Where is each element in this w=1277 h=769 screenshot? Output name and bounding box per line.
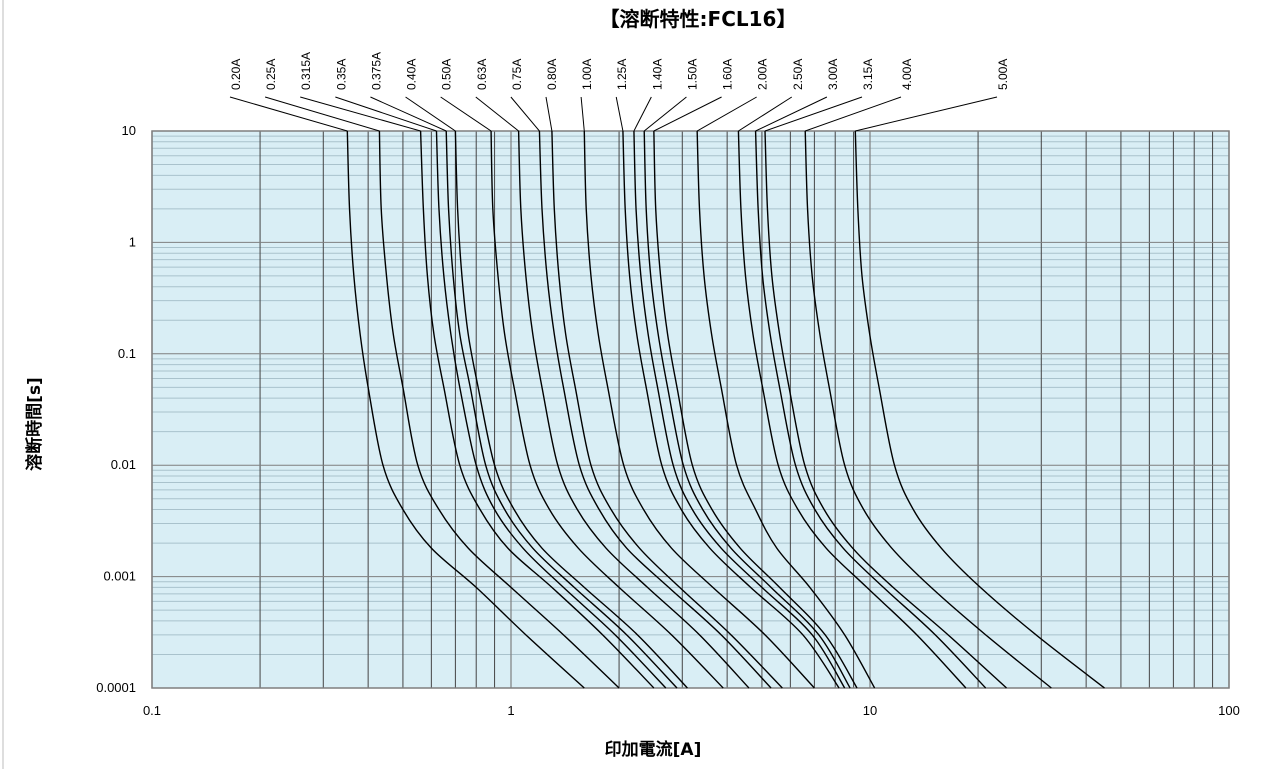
series-curve-1.25A	[622, 130, 840, 689]
series-label: 3.15A	[861, 59, 875, 90]
plot-frame	[151, 130, 1230, 689]
series-curve-3.00A	[754, 130, 987, 689]
series-curve-5.00A	[854, 130, 1105, 689]
series-leader-line	[764, 96, 863, 132]
series-leader-line	[755, 96, 828, 132]
series-curve-1.40A	[633, 130, 846, 689]
series-label: 2.00A	[756, 59, 770, 90]
series-label: 0.40A	[405, 59, 419, 90]
series-label: 1.00A	[580, 59, 594, 90]
y-tick-label: 10	[122, 123, 136, 138]
y-tick-label: 0.01	[111, 457, 136, 472]
series-label: 0.20A	[229, 59, 243, 90]
series-label: 5.00A	[996, 59, 1010, 90]
series-label: 0.75A	[510, 59, 524, 90]
series-label: 0.35A	[334, 59, 348, 90]
y-axis-label: 溶断時間[s]	[24, 377, 45, 471]
series-leader-line	[405, 96, 456, 132]
series-curve-0.25A	[378, 130, 620, 689]
series-leader-line	[615, 96, 624, 132]
plot-background	[152, 131, 1229, 688]
series-label: 1.25A	[615, 59, 629, 90]
series-leader-line	[370, 96, 447, 132]
series-label: 1.60A	[721, 59, 735, 90]
series-curve-0.40A	[454, 130, 688, 689]
series-curve-0.315A	[419, 130, 655, 689]
series-leader-line	[335, 96, 437, 132]
y-tick-label: 1	[129, 234, 136, 249]
series-label: 1.50A	[685, 59, 699, 90]
series-curve-1.50A	[643, 130, 851, 689]
series-curve-0.50A	[490, 130, 724, 689]
series-curve-3.15A	[764, 130, 1007, 689]
y-tick-label: 0.001	[103, 569, 136, 584]
series-leader-line	[440, 96, 492, 132]
series-leader-line	[855, 96, 998, 132]
series-curve-0.35A	[435, 130, 667, 689]
x-tick-label: 1	[507, 703, 514, 718]
series-leader-line	[580, 96, 585, 132]
series-label: 4.00A	[900, 59, 914, 90]
series-leader-line	[510, 96, 540, 132]
series-label: 2.50A	[791, 59, 805, 90]
series-leader-line	[545, 96, 553, 132]
tick-label-group: 0.0001 0.001 0.01 0.1 1 10 0.1 1 10 100	[96, 123, 1240, 718]
series-curve-0.80A	[551, 130, 783, 689]
series-curve-1.60A	[653, 130, 858, 689]
y-tick-label: 0.0001	[96, 680, 136, 695]
series-leader-line	[738, 96, 793, 132]
series-curve-2.00A	[696, 130, 876, 689]
series-leader-line	[264, 96, 380, 132]
series-curve-0.20A	[346, 130, 585, 689]
series-label-group: 0.20A 0.25A 0.315A 0.35A 0.375A 0.40A 0.50A 0.6…	[229, 52, 1010, 132]
x-axis-label: 印加電流[A]	[605, 739, 702, 760]
x-tick-label: 100	[1218, 703, 1240, 718]
x-tick-label: 10	[863, 703, 877, 718]
series-label: 3.00A	[826, 59, 840, 90]
series-leader-line	[805, 96, 902, 132]
series-label: 0.375A	[369, 52, 383, 90]
series-label: 0.25A	[264, 59, 278, 90]
series-curve-0.63A	[517, 130, 750, 689]
series-label: 0.315A	[299, 52, 313, 90]
series-label: 0.80A	[545, 59, 559, 90]
series-curve-2.50A	[737, 130, 967, 689]
series-leader-line	[229, 96, 348, 132]
plot-area	[2, 0, 1230, 769]
x-tick-label: 0.1	[143, 703, 161, 718]
series-leader-line	[475, 96, 519, 132]
series-curve-0.75A	[538, 130, 772, 689]
series-curve-0.375A	[445, 130, 678, 689]
series-label: 0.63A	[475, 59, 489, 90]
chart-title: 【溶断特性:FCL16】	[600, 7, 797, 31]
series-label: 1.40A	[650, 59, 664, 90]
series-leader-line	[300, 96, 421, 132]
series-leader-line	[653, 96, 722, 132]
series-leader-line	[643, 96, 687, 132]
series-leader-line	[696, 96, 757, 132]
y-tick-label: 0.1	[118, 346, 136, 361]
series-label: 0.50A	[440, 59, 454, 90]
series-group	[346, 130, 1105, 689]
series-curve-1.00A	[583, 130, 815, 689]
series-leader-line	[633, 96, 652, 132]
series-curve-4.00A	[804, 130, 1052, 689]
